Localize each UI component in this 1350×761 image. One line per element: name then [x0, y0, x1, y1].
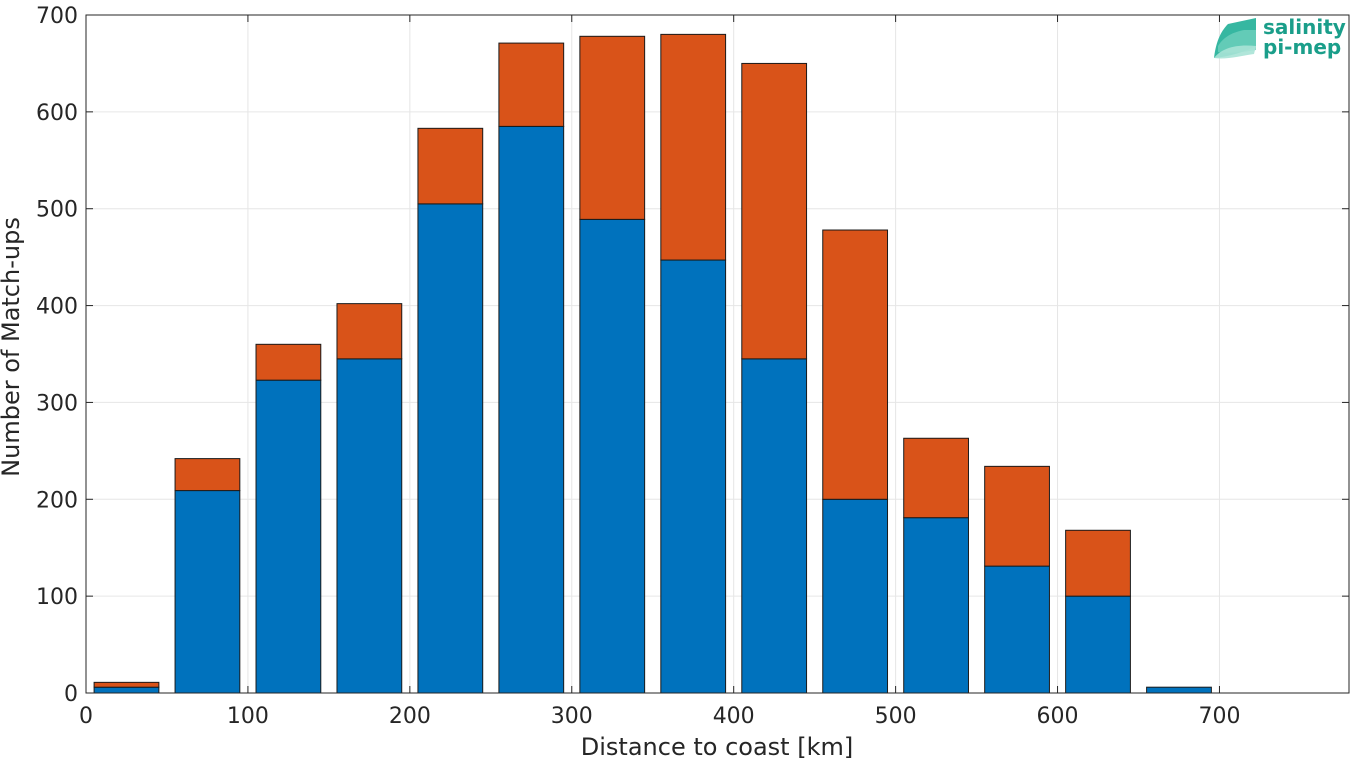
- bar-series-1: [822, 498, 889, 694]
- x-tick-label: 300: [551, 704, 593, 729]
- bar-series-1: [1065, 595, 1131, 694]
- salinity-pi-mep-logo: salinity pi-mep: [1214, 15, 1346, 59]
- y-axis-label: Number of Match-ups: [0, 217, 25, 477]
- x-tick-label: 500: [875, 704, 917, 729]
- bar-series-2: [174, 458, 241, 492]
- y-tick-label: 500: [36, 198, 78, 223]
- bar-series-1: [660, 259, 727, 694]
- y-tick-label: 400: [36, 295, 78, 320]
- bar-series-1: [741, 358, 808, 694]
- y-tick-label: 300: [36, 391, 78, 416]
- bar-series-2: [336, 303, 403, 360]
- bar-series-2: [660, 33, 727, 261]
- x-axis-label: Distance to coast [km]: [581, 733, 853, 761]
- bar-series-2: [579, 35, 646, 220]
- bar-series-2: [93, 681, 160, 688]
- bar-series-1: [255, 379, 322, 694]
- y-tick-label: 600: [36, 101, 78, 126]
- bar-series-1: [903, 517, 969, 694]
- x-tick-label: 600: [1037, 704, 1079, 729]
- x-ticks: 0 100 200 300 400 500 600 700: [79, 15, 1240, 729]
- bar-series-1: [336, 358, 403, 694]
- bars: [93, 33, 1212, 694]
- bar-series-2: [822, 229, 889, 500]
- bar-series-2: [984, 465, 1050, 567]
- bar-series-2: [498, 42, 565, 127]
- bar-series-2: [903, 437, 969, 519]
- bar-series-1: [1146, 686, 1212, 694]
- logo-text-pi-mep: pi-mep: [1263, 35, 1341, 59]
- logo-text-salinity: salinity: [1263, 15, 1346, 39]
- bar-series-2: [417, 127, 484, 205]
- wave-logo-icon: [1214, 18, 1256, 59]
- bar-series-1: [417, 203, 484, 694]
- x-tick-label: 400: [713, 704, 755, 729]
- bar-series-2: [255, 343, 322, 381]
- y-tick-label: 100: [36, 585, 78, 610]
- bar-series-1: [174, 490, 241, 694]
- bar-series-1: [579, 218, 646, 694]
- x-tick-label: 200: [389, 704, 431, 729]
- plot-frame: [85, 14, 1350, 694]
- bar-series-1: [93, 686, 160, 694]
- y-tick-label: 700: [36, 4, 78, 29]
- x-tick-label: 0: [79, 704, 93, 729]
- x-tick-label: 100: [227, 704, 269, 729]
- y-tick-label: 200: [36, 488, 78, 513]
- bar-series-2: [1065, 529, 1131, 597]
- x-tick-label: 700: [1198, 704, 1240, 729]
- y-ticks: 0 100 200 300 400 500 600 700: [36, 4, 1349, 707]
- bar-series-1: [984, 565, 1050, 694]
- bar-series-2: [741, 62, 808, 360]
- y-tick-label: 0: [64, 682, 78, 707]
- bar-series-1: [498, 125, 565, 694]
